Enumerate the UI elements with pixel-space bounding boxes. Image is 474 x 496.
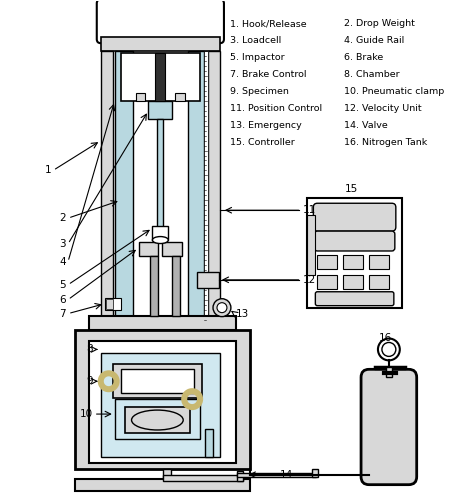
Bar xyxy=(125,407,190,433)
Bar xyxy=(113,365,202,398)
Text: 15: 15 xyxy=(345,185,358,194)
Bar xyxy=(89,341,236,463)
Text: 6: 6 xyxy=(59,295,66,305)
Text: 1. Hook/Release: 1. Hook/Release xyxy=(230,19,307,28)
Bar xyxy=(89,315,236,329)
Bar xyxy=(369,255,389,269)
Bar xyxy=(148,101,172,119)
FancyBboxPatch shape xyxy=(361,370,417,485)
Text: 16. Nitrogen Tank: 16. Nitrogen Tank xyxy=(344,137,428,147)
Bar xyxy=(75,329,250,469)
Bar xyxy=(155,53,165,101)
Bar xyxy=(343,255,363,269)
FancyBboxPatch shape xyxy=(314,231,395,251)
Bar xyxy=(153,226,168,240)
Bar xyxy=(164,469,171,479)
Text: 13: 13 xyxy=(236,309,249,318)
Text: 10. Pneumatic clamp: 10. Pneumatic clamp xyxy=(344,87,445,96)
Bar xyxy=(205,429,213,457)
Bar xyxy=(150,256,158,315)
Text: 3. Loadcell: 3. Loadcell xyxy=(230,36,281,45)
Bar xyxy=(115,399,200,439)
FancyBboxPatch shape xyxy=(315,292,394,306)
Bar xyxy=(164,475,243,481)
Bar xyxy=(75,479,250,491)
Bar xyxy=(208,51,220,319)
Text: 4: 4 xyxy=(59,257,66,267)
Text: 8: 8 xyxy=(86,344,93,355)
Bar xyxy=(237,473,316,477)
Bar xyxy=(308,215,315,275)
Text: 16: 16 xyxy=(379,333,392,343)
Bar xyxy=(101,354,220,457)
Bar xyxy=(157,119,164,228)
Bar xyxy=(136,93,146,101)
FancyBboxPatch shape xyxy=(313,203,396,231)
Bar xyxy=(106,299,113,309)
Bar xyxy=(369,275,389,289)
Bar xyxy=(386,368,392,377)
Bar xyxy=(163,242,182,256)
Bar xyxy=(317,275,337,289)
Text: 14: 14 xyxy=(280,470,293,480)
Text: 2. Drop Weight: 2. Drop Weight xyxy=(344,19,415,28)
Bar xyxy=(120,53,200,101)
Text: 9. Specimen: 9. Specimen xyxy=(230,87,289,96)
Bar xyxy=(138,242,158,256)
FancyBboxPatch shape xyxy=(97,0,224,43)
Bar xyxy=(317,255,337,269)
Bar xyxy=(172,256,180,315)
Text: 14. Valve: 14. Valve xyxy=(344,121,388,130)
Bar xyxy=(204,51,208,319)
Text: 9: 9 xyxy=(86,376,93,386)
Bar xyxy=(101,37,220,51)
Text: 13. Emergency: 13. Emergency xyxy=(230,121,301,130)
Bar xyxy=(175,93,185,101)
Bar xyxy=(132,410,183,430)
Circle shape xyxy=(213,299,231,316)
Text: 7. Brake Control: 7. Brake Control xyxy=(230,70,306,79)
Text: 15. Controller: 15. Controller xyxy=(230,137,295,147)
Text: 2: 2 xyxy=(59,213,66,223)
Text: 8. Chamber: 8. Chamber xyxy=(344,70,400,79)
Text: 1: 1 xyxy=(45,166,51,176)
Text: 11. Position Control: 11. Position Control xyxy=(230,104,322,113)
Bar xyxy=(101,51,113,319)
Ellipse shape xyxy=(153,237,168,244)
Bar xyxy=(312,469,319,477)
Bar xyxy=(115,51,133,319)
Text: 12: 12 xyxy=(302,275,316,285)
Text: 5. Impactor: 5. Impactor xyxy=(230,53,284,62)
Bar xyxy=(237,471,243,481)
Text: 12. Velocity Unit: 12. Velocity Unit xyxy=(344,104,422,113)
Text: 3: 3 xyxy=(59,239,66,249)
Bar xyxy=(120,370,194,393)
Text: 11: 11 xyxy=(302,205,316,215)
Bar xyxy=(197,272,219,288)
Bar xyxy=(188,51,204,319)
Text: 10: 10 xyxy=(80,409,93,419)
Circle shape xyxy=(217,303,227,312)
Text: 6. Brake: 6. Brake xyxy=(344,53,383,62)
Bar xyxy=(343,275,363,289)
Circle shape xyxy=(378,338,400,361)
Ellipse shape xyxy=(132,410,183,430)
Bar xyxy=(105,298,120,310)
Text: 4. Guide Rail: 4. Guide Rail xyxy=(344,36,404,45)
Bar xyxy=(308,198,402,308)
Text: 7: 7 xyxy=(59,309,66,318)
Text: 5: 5 xyxy=(59,280,66,290)
